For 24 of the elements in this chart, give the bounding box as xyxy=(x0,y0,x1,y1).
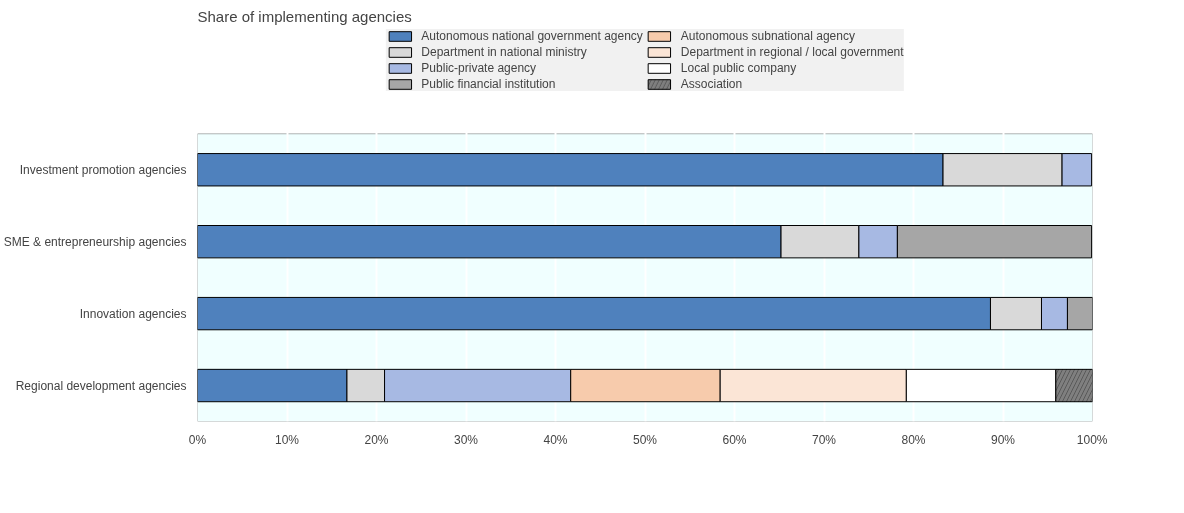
legend-label: Public-private agency xyxy=(421,61,537,75)
x-tick-label: 30% xyxy=(453,432,479,447)
y-tick-label: Regional development agencies xyxy=(15,378,187,393)
y-tick-label: SME & entrepreneurship agencies xyxy=(3,234,187,249)
x-tick-label: 90% xyxy=(990,432,1016,447)
x-tick-label: 100% xyxy=(1076,432,1108,447)
chart-title: Share of implementing agencies xyxy=(197,7,412,25)
x-tick-label: 0% xyxy=(188,432,207,447)
legend-label: Autonomous national government agency xyxy=(421,29,643,43)
y-tick-label: Innovation agencies xyxy=(79,306,187,321)
x-tick-label: 10% xyxy=(274,432,300,447)
x-tick-label: 50% xyxy=(632,432,658,447)
legend-label: Association xyxy=(680,77,743,91)
x-tick-label: 80% xyxy=(901,432,926,447)
legend-label: Department in national ministry xyxy=(421,45,587,59)
x-tick-label: 20% xyxy=(364,432,389,447)
legend-label: Public financial institution xyxy=(421,77,556,91)
legend-label: Local public company xyxy=(680,61,797,75)
legend-label: Department in regional / local government xyxy=(680,45,904,59)
x-tick-label: 40% xyxy=(543,432,568,447)
x-tick-label: 70% xyxy=(811,432,837,447)
y-tick-label: Investment promotion agencies xyxy=(19,162,187,177)
x-tick-label: 60% xyxy=(722,432,747,447)
legend-label: Autonomous subnational agency xyxy=(680,29,855,43)
